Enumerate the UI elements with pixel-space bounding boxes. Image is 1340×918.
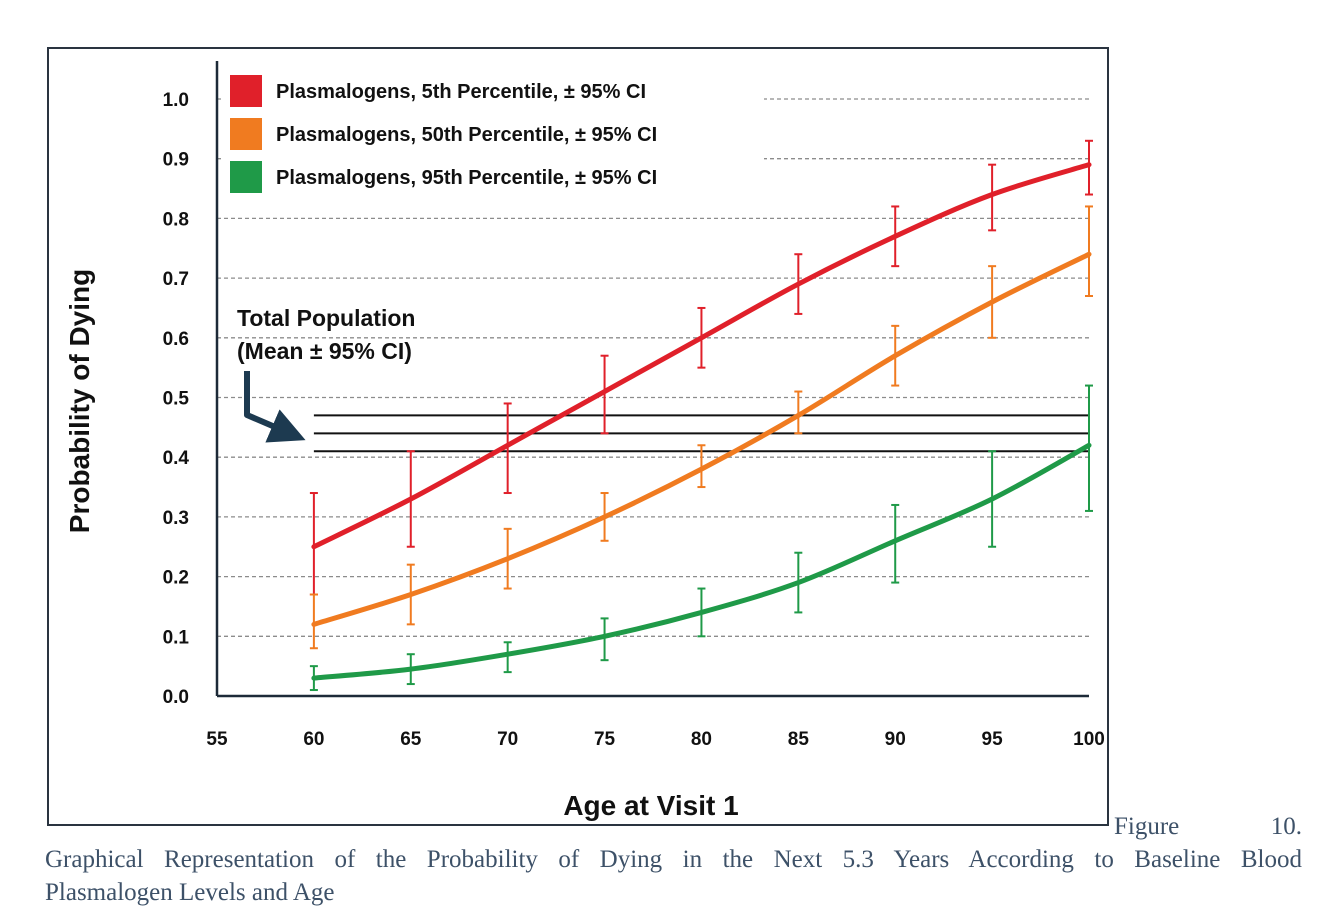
tick-labels: 0.0 0.1 0.2 0.3 0.4 0.5 0.6 0.7 0.8 0.9 1.0 55 60 65 7… bbox=[163, 90, 1105, 750]
y-tick-label: 0.2 bbox=[163, 568, 189, 589]
y-tick-label: 1.0 bbox=[163, 90, 189, 111]
total-population-annotation: Total Population (Mean ± 95% CI) bbox=[237, 305, 415, 443]
figure-caption: Figure 10. Graphical Representation of t… bbox=[45, 810, 1302, 909]
legend-swatch-0 bbox=[230, 75, 262, 107]
y-tick-label: 0.0 bbox=[163, 687, 189, 708]
legend-background bbox=[224, 69, 764, 199]
legend-swatch-2 bbox=[230, 161, 262, 193]
x-tick-label: 60 bbox=[303, 729, 324, 750]
legend-swatch-1 bbox=[230, 118, 262, 150]
y-tick-label: 0.3 bbox=[163, 508, 189, 529]
x-tick-label: 65 bbox=[400, 729, 422, 750]
caption-line1: Figure 10. bbox=[45, 810, 1302, 843]
x-tick-label: 90 bbox=[885, 729, 906, 750]
x-tick-label: 100 bbox=[1073, 729, 1105, 750]
y-tick-label: 0.1 bbox=[163, 627, 190, 648]
y-tick-label: 0.4 bbox=[163, 448, 190, 469]
y-axis-title: Probability of Dying bbox=[64, 269, 95, 533]
x-tick-label: 55 bbox=[206, 729, 228, 750]
y-tick-label: 0.5 bbox=[163, 389, 190, 410]
caption-figure-number: 10. bbox=[1270, 813, 1302, 840]
legend-label-1: Plasmalogens, 50th Percentile, ± 95% CI bbox=[276, 124, 657, 146]
caption-figure-label: Figure bbox=[1114, 813, 1180, 840]
x-axis-title: Age at Visit 1 bbox=[563, 790, 738, 821]
legend: Plasmalogens, 5th Percentile, ± 95% CI Pl… bbox=[224, 69, 764, 199]
annotation-arrow-icon bbox=[244, 371, 306, 443]
caption-line3: Plasmalogen Levels and Age bbox=[45, 879, 335, 906]
y-tick-label: 0.8 bbox=[163, 209, 189, 230]
y-tick-label: 0.6 bbox=[163, 329, 189, 350]
legend-label-2: Plasmalogens, 95th Percentile, ± 95% CI bbox=[276, 167, 657, 189]
chart-frame: 0.0 0.1 0.2 0.3 0.4 0.5 0.6 0.7 0.8 0.9 1.0 55 60 65 7… bbox=[47, 47, 1109, 826]
legend-label-0: Plasmalogens, 5th Percentile, ± 95% CI bbox=[276, 81, 646, 103]
x-tick-label: 85 bbox=[788, 729, 810, 750]
annotation-line2: (Mean ± 95% CI) bbox=[237, 338, 412, 364]
series bbox=[309, 139, 1093, 692]
y-tick-label: 0.9 bbox=[163, 150, 189, 171]
line-chart: 0.0 0.1 0.2 0.3 0.4 0.5 0.6 0.7 0.8 0.9 1.0 55 60 65 7… bbox=[64, 61, 1105, 821]
x-tick-label: 70 bbox=[497, 729, 518, 750]
annotation-line1: Total Population bbox=[237, 305, 415, 331]
caption-line2: Graphical Representation of the Probabil… bbox=[45, 846, 1302, 873]
x-tick-label: 75 bbox=[594, 729, 616, 750]
series-line-2 bbox=[311, 442, 1092, 681]
x-tick-label: 95 bbox=[982, 729, 1004, 750]
x-tick-label: 80 bbox=[691, 729, 712, 750]
y-tick-label: 0.7 bbox=[163, 269, 189, 290]
axes bbox=[215, 61, 1089, 698]
